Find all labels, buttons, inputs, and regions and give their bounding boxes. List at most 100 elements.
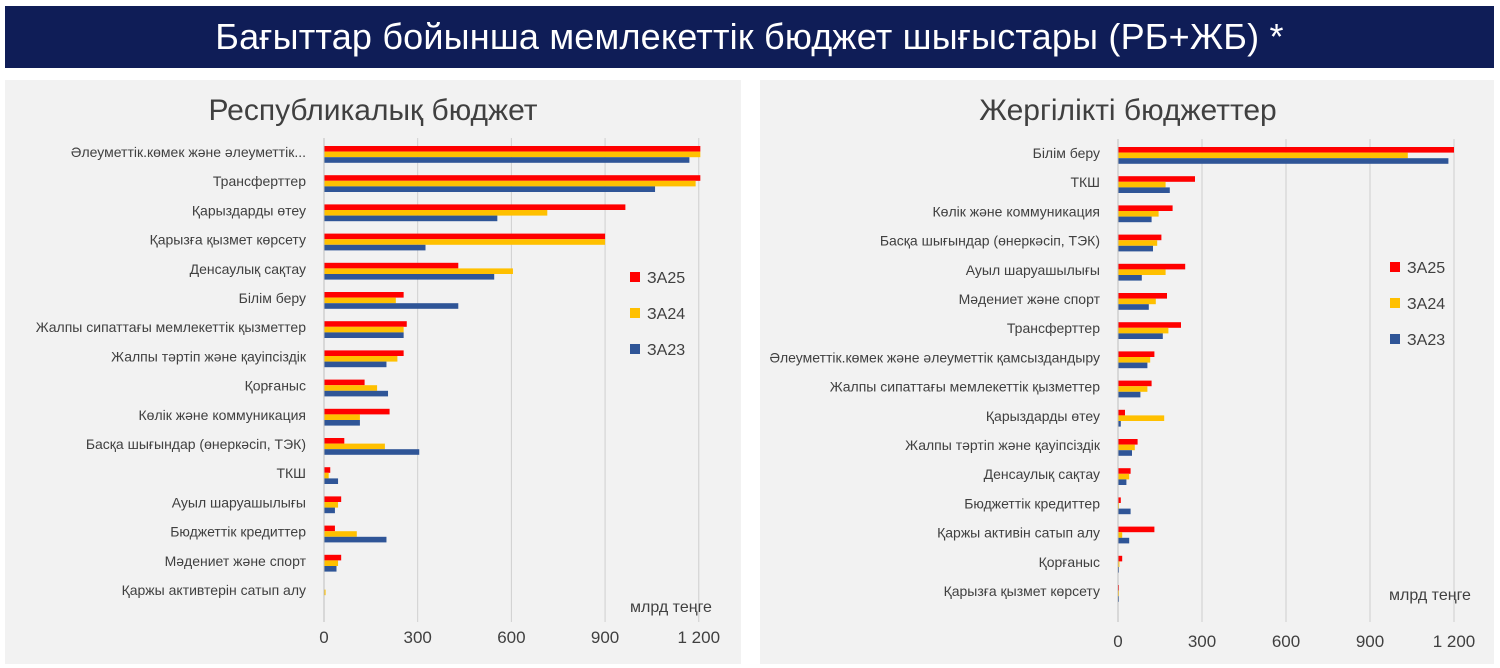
bar-за25 [324, 525, 335, 532]
legend-label: ЗА23 [647, 342, 685, 359]
bar-за25 [1118, 293, 1167, 299]
category-label: Мәдениет және спорт [165, 553, 307, 569]
bar-за25 [324, 204, 626, 210]
x-tick-label: 0 [319, 628, 328, 647]
category-label: Басқа шығындар (өнеркәсіп, ТЭК) [86, 436, 306, 452]
bar-за24 [324, 326, 404, 333]
x-tick-label: 0 [1113, 632, 1122, 651]
legend-swatch [1390, 262, 1400, 272]
legend-label: ЗА25 [647, 270, 685, 287]
bar-за23 [1118, 187, 1170, 193]
bar-за23 [1118, 479, 1127, 485]
bar-за23 [324, 303, 459, 309]
x-tick-label: 900 [1356, 632, 1384, 651]
bar-за25 [1118, 263, 1186, 270]
category-label: Трансферттер [1007, 320, 1100, 336]
category-label: Көлік және коммуникация [933, 203, 1100, 219]
bar-за25 [1118, 147, 1454, 153]
legend-swatch [1390, 298, 1400, 308]
bar-за23 [324, 157, 690, 163]
bar-за24 [324, 502, 339, 508]
legend-swatch [630, 308, 640, 318]
panel-republican-budget: Республикалық бюджет 0 300 600 900 1 200 Әлеум… [5, 80, 741, 664]
x-tick-label: 1 200 [1433, 632, 1476, 651]
bar-за25 [324, 350, 404, 356]
x-tick-label: 600 [1272, 632, 1300, 651]
bar-за23 [1118, 450, 1132, 456]
bar-за25 [324, 379, 365, 386]
category-label: Әлеуметтік.көмек және әлеуметтік қамсызд… [769, 349, 1100, 365]
chart-title: Жергілікті бюджеттер [979, 94, 1276, 127]
category-label: Қарызға қызмет көрсету [150, 232, 306, 248]
category-label: Жалпы тәртіп және қауіпсіздік [111, 348, 307, 364]
bar-за24 [1118, 181, 1166, 188]
bar-за25 [1118, 351, 1155, 357]
bar-за25 [1118, 409, 1125, 416]
category-label: Ауыл шаруашылығы [172, 494, 306, 510]
category-label: Қаржы активін сатып алу [937, 525, 1100, 541]
bar-за24 [324, 385, 378, 391]
category-label: Қаржы активтерін сатып алу [122, 582, 306, 598]
bar-за23 [324, 536, 387, 543]
bar-за23 [324, 478, 339, 484]
category-label: Трансферттер [213, 173, 306, 189]
bar-за23 [324, 507, 335, 514]
bar-за24 [1118, 240, 1158, 246]
category-label: Денсаулық сақтау [984, 466, 1100, 482]
category-label: Қорғаныс [1039, 554, 1100, 570]
category-label: Білім беру [239, 290, 306, 306]
bar-за23 [324, 390, 389, 397]
bar-за24 [324, 239, 606, 245]
bar-за23 [1118, 333, 1163, 339]
category-label: Жалпы сипаттағы мемлекеттік қызметтер [36, 319, 307, 335]
bar-за23 [1118, 216, 1152, 223]
category-label: Қорғаныс [245, 378, 306, 394]
category-label: Қарыздарды өтеу [986, 408, 1100, 424]
x-tick-label: 300 [404, 628, 432, 647]
bar-за23 [1118, 421, 1121, 427]
bar-за25 [324, 467, 331, 473]
chart-title: Республикалық бюджет [208, 94, 537, 127]
legend-label: ЗА24 [647, 306, 685, 323]
bar-за24 [1118, 415, 1165, 421]
bar-за25 [324, 496, 342, 502]
bar-за24 [1118, 211, 1159, 217]
bar-за23 [324, 566, 337, 572]
bar-за23 [1118, 158, 1449, 164]
category-label: Әлеуметтік.көмек және әлеуметтік... [71, 144, 306, 160]
bar-за25 [324, 321, 407, 327]
bar-за24 [324, 414, 360, 420]
legend-label: ЗА23 [1407, 332, 1445, 349]
page-title: Бағыттар бойынша мемлекеттік бюджет шығы… [215, 16, 1284, 57]
bar-за24 [1118, 532, 1123, 538]
x-tick-label: 1 200 [677, 628, 720, 647]
bar-за25 [1118, 205, 1173, 211]
bar-за24 [1118, 298, 1156, 305]
chart-republican-budget: Республикалық бюджет 0 300 600 900 1 200 Әлеум… [36, 94, 720, 647]
bar-за23 [324, 361, 387, 368]
bar-за24 [324, 531, 357, 537]
bar-за25 [1118, 526, 1155, 533]
bar-за25 [324, 262, 459, 269]
bar-за23 [1118, 362, 1148, 369]
category-label: Денсаулық сақтау [190, 261, 306, 277]
header-banner: Бағыттар бойынша мемлекеттік бюджет шығы… [5, 6, 1494, 68]
bar-за23 [324, 244, 426, 251]
bar-за23 [324, 449, 420, 455]
bar-за23 [324, 186, 656, 192]
category-label: Жалпы сипаттағы мемлекеттік қызметтер [830, 379, 1101, 395]
bar-за24 [324, 297, 396, 304]
bar-за23 [1118, 508, 1131, 515]
bar-за24 [324, 180, 696, 187]
bar-за23 [324, 274, 495, 280]
bar-за25 [1118, 322, 1181, 328]
bar-за24 [324, 151, 701, 158]
x-tick-label: 300 [1188, 632, 1216, 651]
bar-за25 [324, 292, 404, 298]
bar-за24 [1118, 561, 1120, 567]
chart-local-budgets: Жергілікті бюджеттер 0 300 600 900 1 200 Білім… [769, 94, 1476, 651]
bar-за24 [324, 443, 385, 450]
bar-за23 [324, 215, 498, 222]
category-label: ТКШ [276, 465, 306, 481]
category-label: ТКШ [1070, 174, 1100, 190]
